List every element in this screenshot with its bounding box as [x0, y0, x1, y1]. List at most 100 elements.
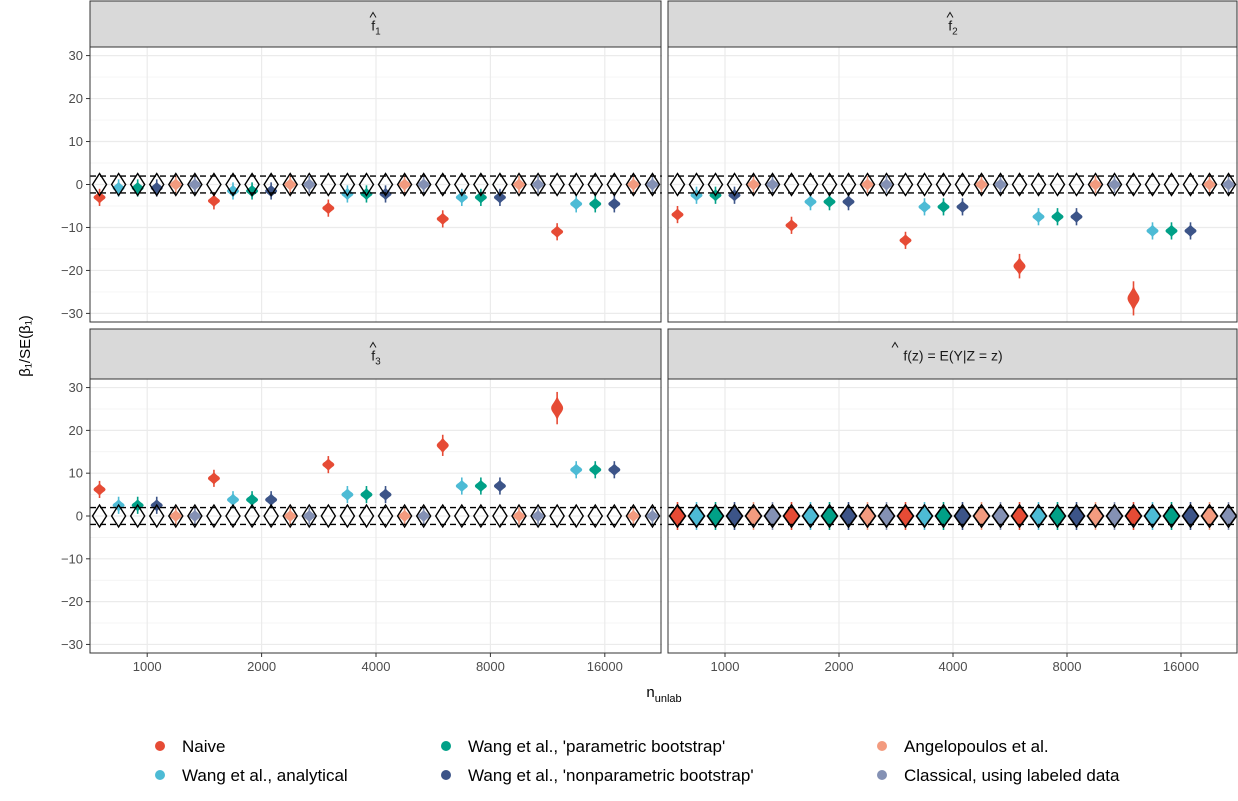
null-reference-diamond	[473, 172, 489, 197]
series-naive-violin	[668, 503, 687, 529]
null-reference-diamond	[377, 172, 394, 197]
legend-item-naive: Naive	[155, 737, 225, 756]
legend-item-angelopoulos: Angelopoulos et al.	[877, 737, 1049, 756]
strip-sub: 1	[375, 27, 381, 38]
null-reference-diamond	[783, 172, 800, 197]
series-wang_nonparametric-violin	[953, 503, 972, 529]
facet-strip	[89, 0, 662, 48]
hat-mark	[946, 11, 954, 18]
null-reference-diamond	[897, 172, 914, 197]
null-reference-diamond	[396, 172, 413, 197]
series-wang_nonparametric-violin	[1181, 503, 1200, 529]
null-reference-diamond	[1087, 172, 1104, 197]
facet-strip	[667, 328, 1238, 380]
null-reference-diamond	[549, 503, 565, 529]
legend-key	[155, 770, 165, 780]
null-reference-diamond	[263, 172, 279, 197]
x-tick-label: 16000	[1163, 659, 1199, 674]
series-wang_analytical-violin	[915, 503, 934, 529]
series-naive-violin	[1010, 503, 1029, 529]
legend-item-wang_analytical: Wang et al., analytical	[155, 766, 348, 785]
y-tick-label: 30	[69, 48, 83, 63]
null-reference-diamond	[1182, 172, 1199, 197]
null-reference-diamond	[434, 503, 451, 529]
facet-strip	[89, 328, 662, 380]
null-reference-diamond	[167, 172, 184, 197]
null-reference-diamond	[802, 172, 819, 197]
series-naive-violin	[782, 503, 801, 529]
null-reference-diamond	[492, 503, 508, 529]
series-angelopoulos-violin	[1086, 503, 1105, 529]
null-reference-diamond	[745, 172, 762, 197]
null-reference-diamond	[973, 172, 990, 197]
legend-label: Wang et al., analytical	[182, 766, 348, 785]
series-wang_nonparametric-violin	[1067, 503, 1086, 529]
y-tick-label: 0	[76, 177, 83, 192]
series-wang_parametric-violin	[706, 503, 725, 529]
strip-sub: 3	[375, 357, 381, 368]
x-tick-label: 1000	[133, 659, 162, 674]
null-reference-diamond	[530, 172, 546, 197]
null-reference-diamond	[167, 503, 184, 529]
null-reference-diamond	[530, 503, 546, 529]
series-wang_nonparametric-violin	[839, 503, 858, 529]
legend-key	[877, 770, 887, 780]
legend: Naive Wang et al., analytical Wang et al.,…	[155, 737, 1120, 785]
legend-label: Wang et al., 'nonparametric bootstrap'	[468, 766, 754, 785]
legend-key	[441, 770, 451, 780]
y-tick-label: −30	[61, 306, 83, 321]
null-reference-diamond	[301, 172, 318, 197]
null-reference-diamond	[688, 172, 705, 197]
hat-mark	[369, 11, 377, 18]
legend-label: Naive	[182, 737, 225, 756]
x-tick-label: 4000	[362, 659, 391, 674]
null-reference-diamond	[206, 503, 222, 529]
null-reference-diamond	[453, 503, 470, 529]
null-reference-diamond	[244, 503, 260, 529]
facet-strip	[667, 0, 1238, 48]
null-reference-diamond	[1144, 172, 1161, 197]
series-wang_parametric-violin	[1048, 503, 1067, 529]
legend-item-wang_nonparametric: Wang et al., 'nonparametric bootstrap'	[441, 766, 754, 785]
x-tick-label: 16000	[587, 659, 623, 674]
null-reference-diamond	[1125, 172, 1142, 197]
facet-panels: f13020100−10−20−30f2f33020100−10−20−3010…	[61, 0, 1238, 674]
strip-main: f(z) = E(Y|Z = z)	[903, 348, 1002, 364]
null-reference-diamond	[492, 172, 508, 197]
null-reference-diamond	[644, 503, 661, 529]
null-reference-diamond	[473, 503, 489, 529]
null-reference-diamond	[282, 172, 299, 197]
y-tick-label: −20	[61, 263, 83, 278]
series-classical-violin	[991, 503, 1010, 529]
null-reference-diamond	[320, 503, 337, 529]
x-axis-title: nunlab	[646, 684, 681, 705]
null-reference-diamond	[129, 172, 146, 197]
x-axis-title-sub: unlab	[655, 693, 682, 705]
null-reference-diamond	[954, 172, 971, 197]
series-classical-violin	[1219, 503, 1238, 529]
y-axis-title: β₁/SE(β₁)	[17, 315, 34, 377]
null-reference-diamond	[549, 172, 565, 197]
y-tick-label: 30	[69, 380, 83, 395]
null-reference-diamond	[358, 503, 375, 529]
null-reference-diamond	[707, 172, 724, 197]
x-tick-label: 4000	[939, 659, 968, 674]
null-reference-diamond	[1030, 172, 1047, 197]
null-reference-diamond	[1201, 172, 1218, 197]
null-reference-diamond	[606, 172, 623, 197]
null-reference-diamond	[764, 172, 781, 197]
null-reference-diamond	[110, 503, 127, 529]
series-classical-violin	[763, 503, 782, 529]
series-naive-violin	[896, 503, 915, 529]
null-reference-diamond	[878, 172, 895, 197]
y-tick-label: 0	[76, 509, 83, 524]
y-tick-label: −10	[61, 551, 83, 566]
null-reference-diamond	[1011, 172, 1028, 197]
null-reference-diamond	[339, 172, 356, 197]
series-wang_parametric-violin	[820, 503, 839, 529]
strip-main: f	[371, 18, 375, 34]
legend-label: Wang et al., 'parametric bootstrap'	[468, 737, 725, 756]
null-reference-diamond	[1106, 172, 1123, 197]
y-axis-title-text: β₁/SE(β₁)	[17, 315, 34, 377]
